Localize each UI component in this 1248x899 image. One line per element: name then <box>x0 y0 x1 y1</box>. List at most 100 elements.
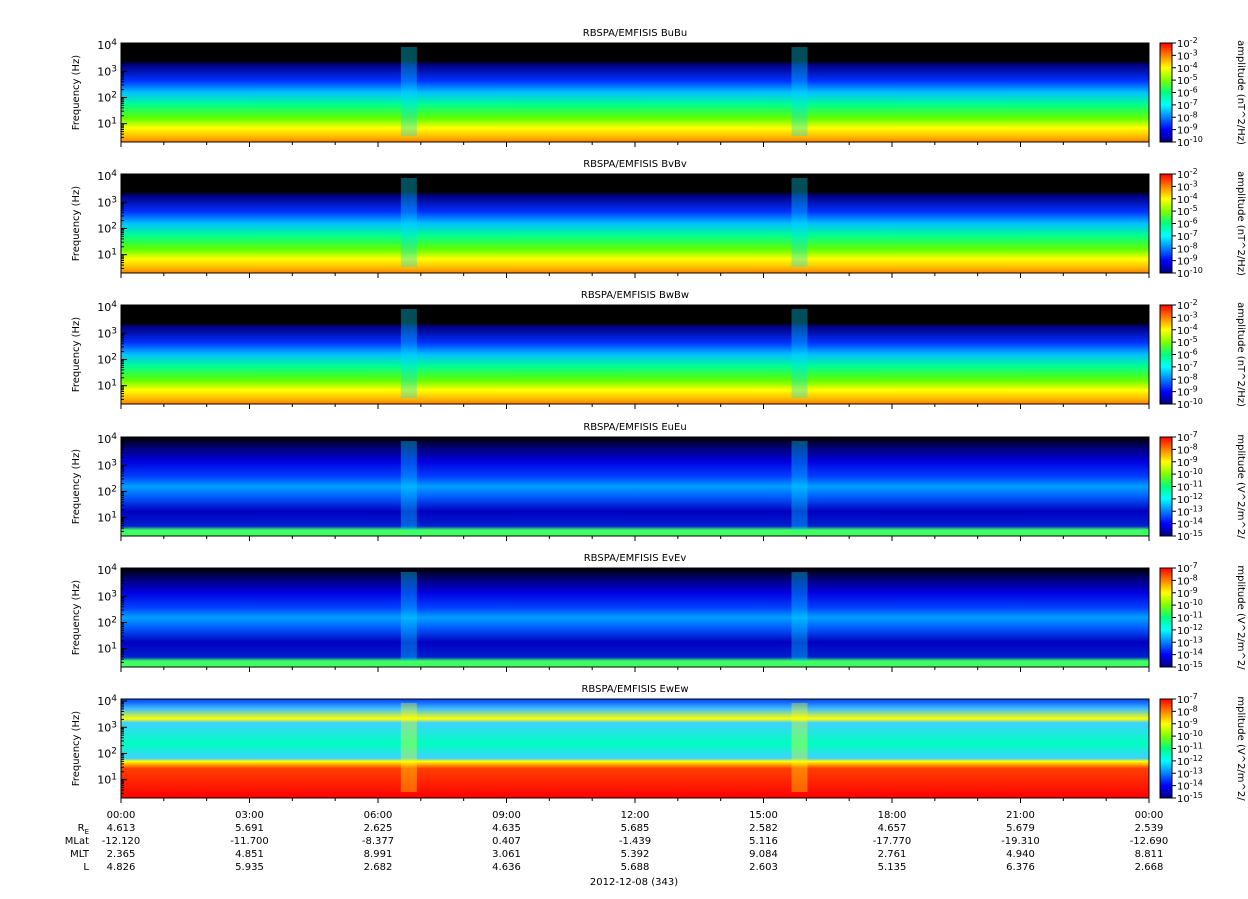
colorbar-tick-label: 10-3 <box>1177 310 1198 324</box>
y-axis-label: Frequency (Hz) <box>71 580 82 656</box>
colorbar-tick-label: 10-4 <box>1177 192 1198 206</box>
ephemeris-value: 4.851 <box>235 849 264 860</box>
colorbar-label: mplitude (V^2/m^2/ <box>1235 565 1246 670</box>
spectrogram-panel: RBSPA/EMFISIS EwEw 101 102 103 104 Frequency … <box>71 684 1246 805</box>
colorbar-tick-label: 10-7 <box>1177 692 1198 706</box>
colorbar-tick-label: 10-6 <box>1177 348 1198 362</box>
colorbar-tick-label: 10-11 <box>1177 611 1203 625</box>
y-tick-label: 102 <box>97 352 117 366</box>
colorbar-tick-label: 10-10 <box>1177 397 1203 411</box>
colorbar-tick-label: 10-14 <box>1177 517 1203 531</box>
colorbar-tick-label: 10-11 <box>1177 742 1203 756</box>
y-tick-label: 104 <box>97 300 117 314</box>
ephemeris-value: 9.084 <box>749 849 778 860</box>
colorbar-tick-label: 10-14 <box>1177 779 1203 793</box>
colorbar <box>1159 436 1173 537</box>
spectrogram-image <box>121 437 1149 536</box>
colorbar-tick-label: 10-3 <box>1177 48 1198 62</box>
perigee-feature <box>791 572 808 661</box>
spectrogram-image <box>121 43 1149 142</box>
ephemeris-value: 8.991 <box>364 849 393 860</box>
spectrogram-image <box>121 699 1149 798</box>
colorbar-tick-label: 10-7 <box>1177 360 1198 374</box>
perigee-feature <box>400 572 417 661</box>
ephemeris-value: 5.679 <box>1006 823 1035 834</box>
ephemeris-row-label: RE <box>78 823 89 836</box>
perigee-feature <box>400 703 417 792</box>
colorbar-tick-label: 10-4 <box>1177 61 1198 75</box>
y-tick-label: 103 <box>97 720 117 734</box>
colorbar-tick-label: 10-15 <box>1177 660 1203 674</box>
colorbar <box>1159 698 1173 799</box>
ephemeris-value: 8.811 <box>1135 849 1164 860</box>
ephemeris-value: -11.700 <box>230 836 269 847</box>
ephemeris-value: 2.582 <box>749 823 778 834</box>
colorbar-tick-label: 10-5 <box>1177 335 1198 349</box>
spectrogram-panel: RBSPA/EMFISIS BvBv 101 102 103 104 Frequency … <box>71 159 1246 280</box>
spectrogram-panel: RBSPA/EMFISIS EuEu 101 102 103 104 Frequency … <box>71 422 1246 543</box>
colorbar-label: amplitude (nT^2/Hz) <box>1235 171 1246 276</box>
colorbar-tick-label: 10-13 <box>1177 504 1203 518</box>
panel-title: RBSPA/EMFISIS BvBv <box>583 159 687 170</box>
colorbar-tick-label: 10-10 <box>1177 598 1203 612</box>
panel-title: RBSPA/EMFISIS EwEw <box>581 684 688 695</box>
colorbar-tick-label: 10-6 <box>1177 86 1198 100</box>
ephemeris-value: 0.407 <box>492 836 521 847</box>
colorbar-label: amplitude (nT^2/Hz) <box>1235 40 1246 145</box>
y-axis-label: Frequency (Hz) <box>71 711 82 787</box>
colorbar <box>1159 567 1173 668</box>
colorbar-tick-label: 10-8 <box>1177 241 1198 255</box>
time-tick-label: 18:00 <box>878 810 907 821</box>
time-tick-label: 12:00 <box>621 810 650 821</box>
y-tick-label: 101 <box>97 117 117 131</box>
y-tick-label: 104 <box>97 432 117 446</box>
y-tick-label: 101 <box>97 773 117 787</box>
spectrogram-panels: RBSPA/EMFISIS BuBu 101 102 103 104 Frequency … <box>71 28 1246 805</box>
colorbar-tick-label: 10-9 <box>1177 254 1198 268</box>
perigee-feature <box>400 47 417 136</box>
time-tick-label: 15:00 <box>749 810 778 821</box>
colorbar-label: mplitude (V^2/m^2/ <box>1235 434 1246 539</box>
colorbar-tick-label: 10-9 <box>1177 455 1198 469</box>
colorbar-tick-label: 10-2 <box>1177 167 1198 181</box>
panel-title: RBSPA/EMFISIS BwBw <box>581 290 689 301</box>
colorbar-tick-label: 10-12 <box>1177 754 1203 768</box>
y-tick-label: 102 <box>97 484 117 498</box>
colorbar-tick-label: 10-5 <box>1177 73 1198 87</box>
colorbar-tick-label: 10-8 <box>1177 110 1198 124</box>
panel-title: RBSPA/EMFISIS EvEv <box>584 553 687 564</box>
colorbar-tick-label: 10-14 <box>1177 648 1203 662</box>
colorbar-tick-label: 10-15 <box>1177 529 1203 543</box>
ephemeris-value: 5.135 <box>878 862 907 873</box>
time-axis: 00:00 03:00 06:00 09:00 12:00 15:00 18:00 21:00… <box>65 810 1169 873</box>
colorbar-tick-label: 10-9 <box>1177 385 1198 399</box>
time-tick-label: 09:00 <box>492 810 521 821</box>
ephemeris-value: 6.376 <box>1006 862 1035 873</box>
colorbar-tick-label: 10-7 <box>1177 98 1198 112</box>
ephemeris-value: 2.761 <box>878 849 907 860</box>
ephemeris-value: 4.636 <box>492 862 521 873</box>
y-tick-label: 102 <box>97 746 117 760</box>
perigee-feature <box>791 47 808 136</box>
time-tick-label: 00:00 <box>107 810 136 821</box>
colorbar-tick-label: 10-8 <box>1177 442 1198 456</box>
colorbar-tick-label: 10-7 <box>1177 229 1198 243</box>
time-tick-label: 21:00 <box>1006 810 1035 821</box>
colorbar-tick-label: 10-13 <box>1177 766 1203 780</box>
y-tick-label: 103 <box>97 589 117 603</box>
ephemeris-value: 5.392 <box>621 849 650 860</box>
colorbar-tick-label: 10-4 <box>1177 323 1198 337</box>
ephemeris-value: -17.770 <box>873 836 912 847</box>
time-tick-label: 06:00 <box>364 810 393 821</box>
perigee-feature <box>791 178 808 267</box>
colorbar-tick-label: 10-7 <box>1177 561 1198 575</box>
colorbar-tick-label: 10-8 <box>1177 372 1198 386</box>
perigee-feature <box>400 178 417 267</box>
spectrogram-panel: RBSPA/EMFISIS BuBu 101 102 103 104 Frequency … <box>71 28 1246 149</box>
perigee-feature <box>791 309 808 398</box>
colorbar-tick-label: 10-2 <box>1177 298 1198 312</box>
colorbar-tick-label: 10-13 <box>1177 635 1203 649</box>
colorbar-tick-label: 10-8 <box>1177 573 1198 587</box>
y-tick-label: 102 <box>97 615 117 629</box>
ephemeris-value: 2.682 <box>364 862 393 873</box>
